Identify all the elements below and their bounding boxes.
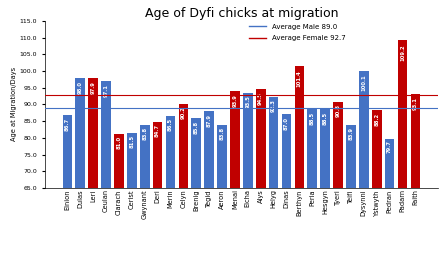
- Bar: [76, 78, 85, 188]
- Bar: [127, 133, 137, 188]
- Text: 87.9: 87.9: [207, 114, 212, 127]
- Bar: [140, 125, 150, 188]
- Bar: [346, 125, 356, 188]
- Bar: [153, 122, 162, 188]
- Text: 90.8: 90.8: [336, 104, 341, 117]
- Bar: [410, 94, 420, 188]
- Text: 109.2: 109.2: [400, 45, 405, 61]
- Text: 85.8: 85.8: [194, 121, 199, 134]
- Bar: [320, 109, 330, 188]
- Bar: [359, 71, 369, 188]
- Bar: [372, 110, 382, 188]
- Text: 97.1: 97.1: [104, 84, 109, 97]
- Text: 81.5: 81.5: [129, 134, 135, 147]
- Bar: [114, 134, 124, 188]
- Bar: [269, 97, 278, 188]
- Text: 88.5: 88.5: [323, 112, 328, 125]
- Text: 100.1: 100.1: [361, 74, 366, 91]
- Text: 101.4: 101.4: [297, 70, 302, 87]
- Text: 94.5: 94.5: [258, 92, 263, 105]
- Text: 88.5: 88.5: [310, 112, 315, 125]
- Text: 92.3: 92.3: [271, 99, 276, 112]
- Text: 81.0: 81.0: [117, 136, 122, 149]
- Bar: [230, 91, 240, 188]
- Text: 98.0: 98.0: [78, 81, 83, 94]
- Bar: [166, 116, 175, 188]
- Bar: [398, 40, 407, 188]
- Text: 88.2: 88.2: [374, 113, 379, 126]
- Y-axis label: Age at Migration/Days: Age at Migration/Days: [11, 67, 17, 141]
- Text: 79.7: 79.7: [387, 140, 392, 153]
- Text: 90.2: 90.2: [181, 106, 186, 119]
- Text: 93.9: 93.9: [232, 94, 237, 107]
- Bar: [178, 104, 188, 188]
- Text: 83.8: 83.8: [219, 127, 224, 140]
- Bar: [101, 81, 111, 188]
- Bar: [308, 109, 317, 188]
- Bar: [89, 78, 98, 188]
- Text: 83.9: 83.9: [348, 127, 354, 140]
- Text: 86.5: 86.5: [168, 118, 173, 131]
- Text: 83.8: 83.8: [142, 127, 147, 140]
- Bar: [217, 125, 227, 188]
- Bar: [282, 114, 291, 188]
- Bar: [333, 102, 343, 188]
- Title: Age of Dyfi chicks at migration: Age of Dyfi chicks at migration: [145, 7, 338, 20]
- Bar: [256, 89, 266, 188]
- Text: 93.1: 93.1: [413, 97, 418, 110]
- Bar: [204, 111, 214, 188]
- Text: 86.7: 86.7: [65, 118, 70, 131]
- Text: 84.7: 84.7: [155, 124, 160, 137]
- Bar: [191, 118, 201, 188]
- Text: 97.9: 97.9: [91, 81, 96, 94]
- Bar: [243, 93, 253, 188]
- Text: 93.5: 93.5: [245, 96, 250, 108]
- Bar: [385, 139, 394, 188]
- Bar: [63, 115, 72, 188]
- Text: 87.0: 87.0: [284, 117, 289, 130]
- Bar: [295, 66, 304, 188]
- Legend: Average Male 89.0, Average Female 92.7: Average Male 89.0, Average Female 92.7: [246, 21, 348, 44]
